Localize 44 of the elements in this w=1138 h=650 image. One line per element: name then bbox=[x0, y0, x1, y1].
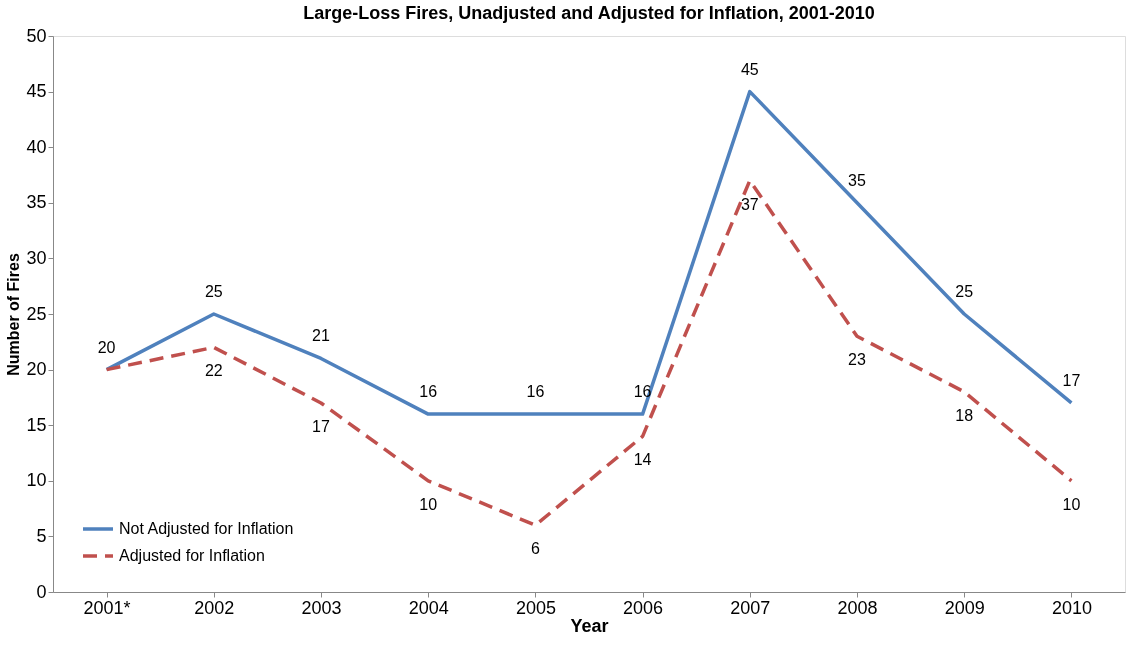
data-label: 6 bbox=[530, 540, 540, 558]
y-tick-label: 35 bbox=[26, 192, 47, 213]
data-label: 10 bbox=[1062, 495, 1081, 513]
x-tick-label: 2004 bbox=[408, 597, 449, 618]
data-label: 16 bbox=[419, 383, 438, 401]
y-tick-label: 5 bbox=[36, 525, 47, 546]
y-tick-label: 20 bbox=[26, 359, 47, 380]
x-tick-label: 2006 bbox=[623, 597, 664, 618]
y-tick-label: 40 bbox=[26, 136, 47, 157]
data-label: 18 bbox=[955, 406, 974, 424]
y-tick-label: 50 bbox=[26, 25, 47, 46]
x-axis-title: Year bbox=[570, 615, 609, 636]
x-tick-label: 2005 bbox=[515, 597, 556, 618]
legend-label: Adjusted for Inflation bbox=[119, 547, 265, 564]
data-label: 22 bbox=[204, 362, 223, 380]
y-tick-label: 25 bbox=[26, 303, 47, 324]
x-tick-label: 2008 bbox=[837, 597, 878, 618]
data-label: 17 bbox=[1062, 371, 1081, 389]
y-tick-label: 45 bbox=[26, 81, 47, 102]
y-tick-label: 0 bbox=[36, 581, 47, 602]
legend-label: Not Adjusted for Inflation bbox=[119, 520, 294, 537]
data-label: 17 bbox=[312, 417, 330, 435]
y-tick-label: 30 bbox=[26, 247, 47, 268]
x-tick-label: 2003 bbox=[301, 597, 342, 618]
data-label: 10 bbox=[419, 495, 438, 513]
x-tick-label: 2010 bbox=[1051, 597, 1092, 618]
data-label: 23 bbox=[848, 351, 866, 369]
chart-title: Large-Loss Fires, Unadjusted and Adjusted for Inflation, 2001-2010 bbox=[303, 3, 875, 23]
data-label: 25 bbox=[204, 283, 223, 300]
y-tick-label: 10 bbox=[26, 470, 47, 491]
x-tick-label: 2007 bbox=[730, 597, 771, 618]
data-label: 37 bbox=[740, 195, 759, 213]
data-label: 35 bbox=[848, 171, 866, 189]
y-tick-label: 15 bbox=[26, 414, 47, 435]
data-label: 16 bbox=[526, 383, 545, 401]
data-label: 14 bbox=[633, 451, 652, 469]
x-tick-label: 2002 bbox=[194, 597, 235, 618]
data-label: 20 bbox=[97, 338, 116, 356]
y-axis-title: Number of Fires bbox=[5, 253, 23, 376]
x-tick-label: 2001* bbox=[83, 597, 131, 618]
data-label: 45 bbox=[740, 60, 759, 78]
data-label: 25 bbox=[955, 283, 974, 300]
data-label: 21 bbox=[312, 327, 330, 345]
x-tick-label: 2009 bbox=[944, 597, 985, 618]
